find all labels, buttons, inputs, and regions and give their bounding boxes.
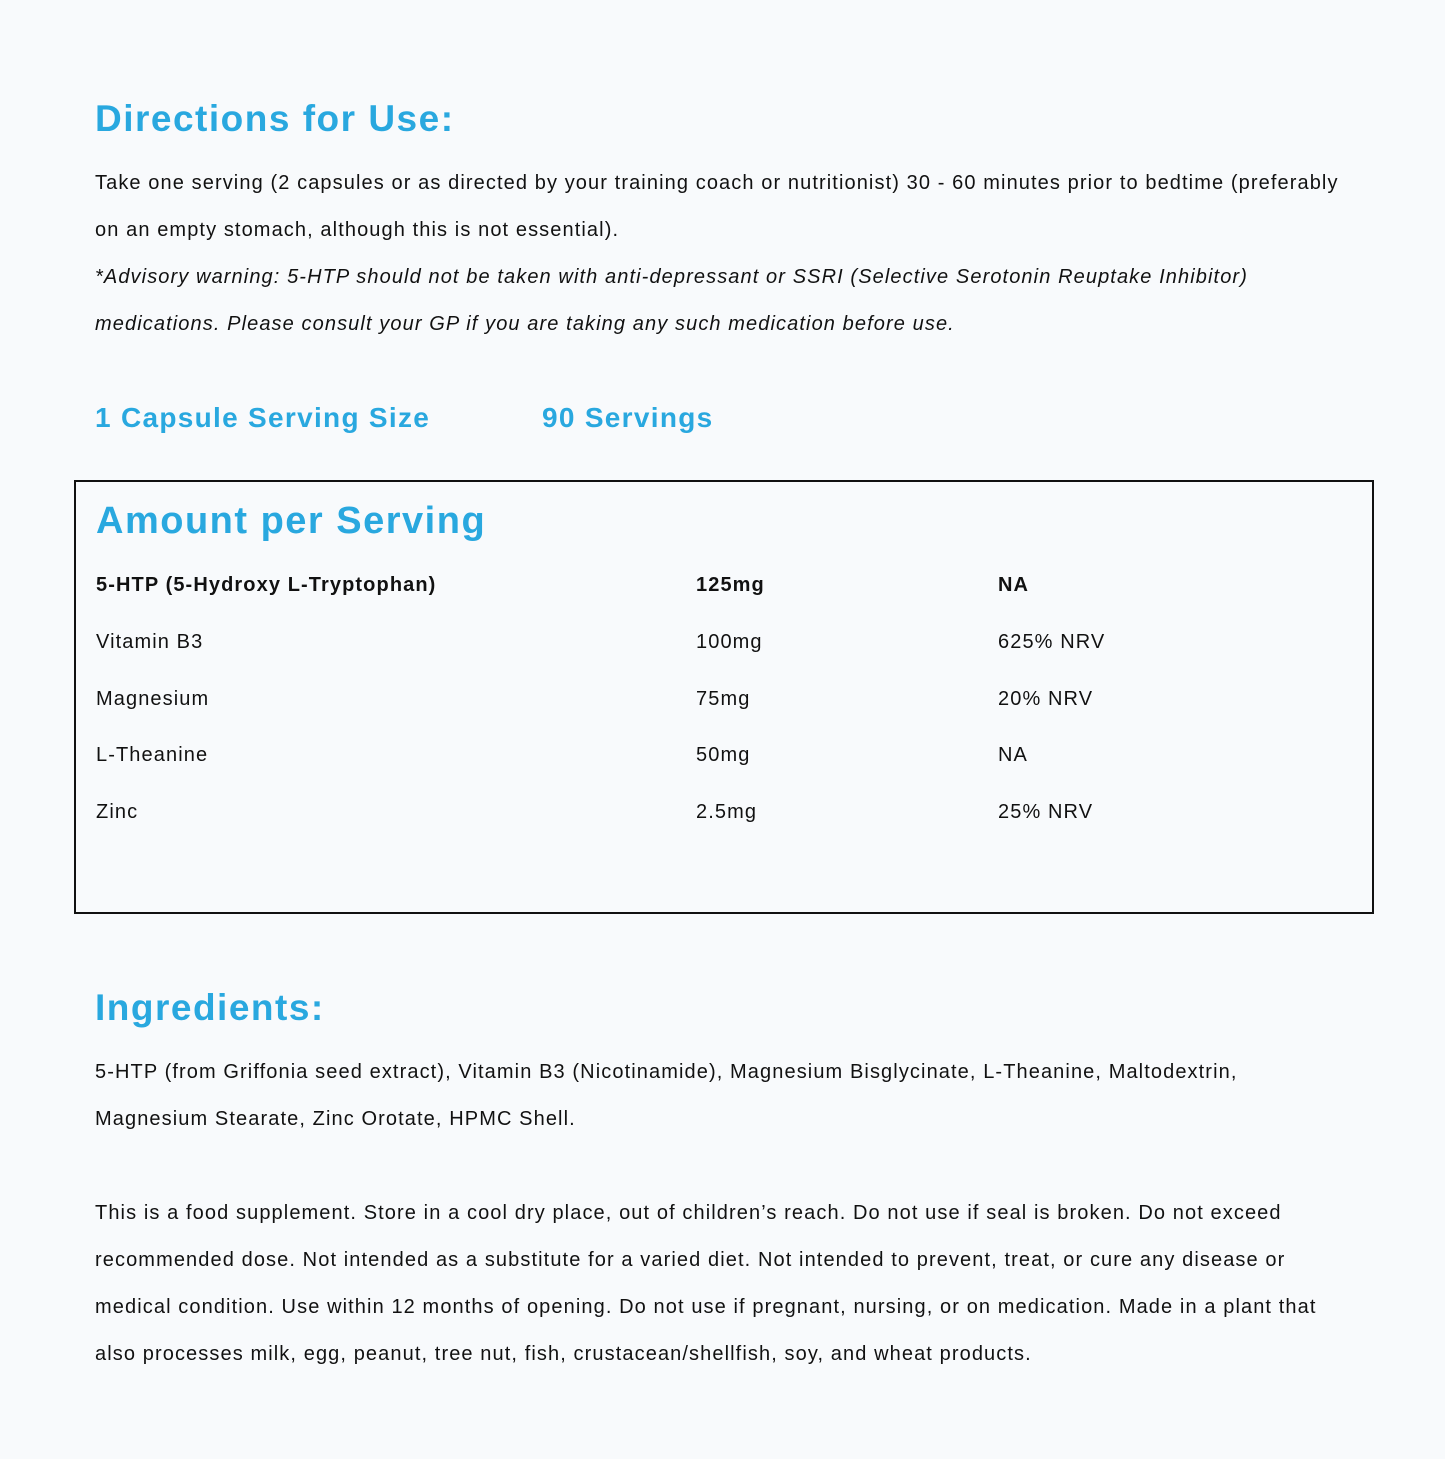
nutrient-amount: 75mg [696, 688, 751, 710]
nutrition-panel: Amount per Serving 5-HTP (5-Hydroxy L-Tr… [74, 480, 1374, 914]
nutrient-amount: 100mg [696, 631, 763, 653]
nutrient-amount: 125mg [696, 574, 765, 596]
nutrient-name: L-Theanine [96, 744, 209, 766]
nutrient-nrv: NA [998, 744, 1028, 766]
ingredients-text: 5-HTP (from Griffonia seed extract), Vit… [95, 1061, 1238, 1130]
nutrient-name: Magnesium [96, 688, 210, 710]
directions-title: Directions for Use: [95, 98, 455, 139]
nutrient-nrv: 25% NRV [998, 801, 1094, 823]
disclaimer-text: This is a food supplement. Store in a co… [95, 1202, 1317, 1365]
ingredients-title: Ingredients: [95, 987, 325, 1028]
advisory-warning: *Advisory warning: 5-HTP should not be t… [95, 266, 1248, 335]
serving-size: 1 Capsule Serving Size [95, 402, 431, 433]
nutrient-name: Vitamin B3 [96, 631, 204, 653]
nutrient-name: 5-HTP (5-Hydroxy L-Tryptophan) [96, 574, 437, 596]
servings-count: 90 Servings [542, 402, 714, 433]
nutrient-nrv: NA [998, 574, 1030, 596]
nutrient-nrv: 625% NRV [998, 631, 1106, 653]
nutrient-amount: 2.5mg [696, 801, 758, 823]
nutrient-nrv: 20% NRV [998, 688, 1094, 710]
nutrition-title: Amount per Serving [96, 500, 487, 542]
nutrient-name: Zinc [96, 801, 139, 823]
nutrient-amount: 50mg [696, 744, 751, 766]
directions-text: Take one serving (2 capsules or as direc… [95, 172, 1339, 241]
